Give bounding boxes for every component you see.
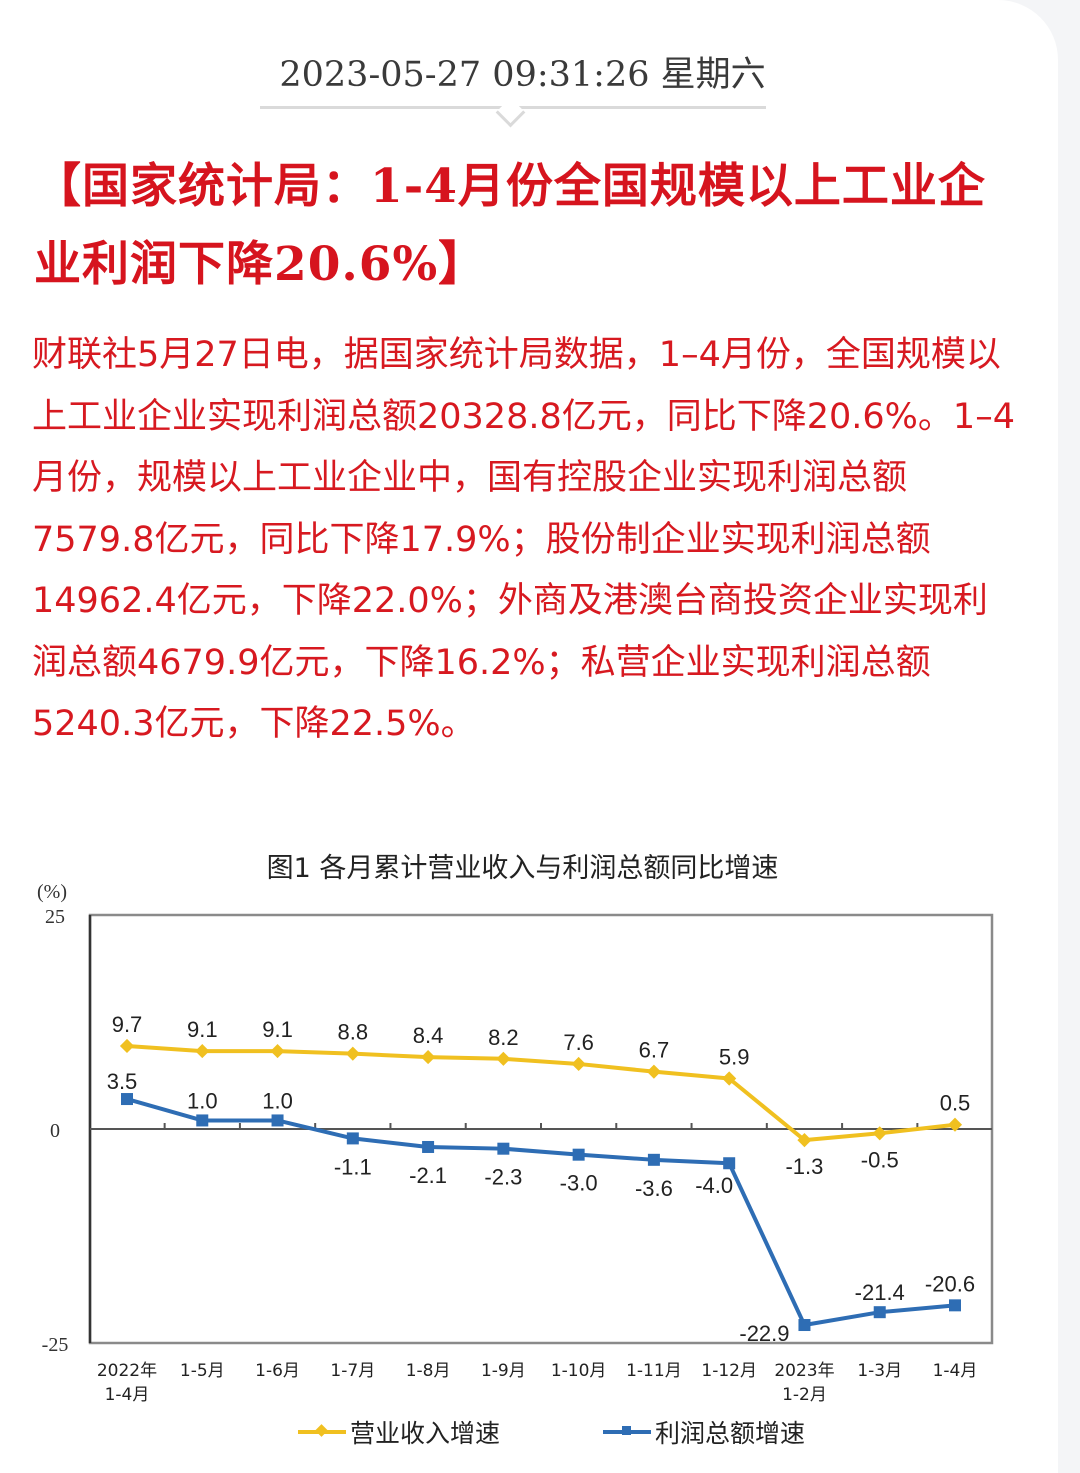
data-label: -4.0 bbox=[695, 1173, 733, 1198]
data-point-square bbox=[196, 1114, 209, 1127]
data-label: -3.0 bbox=[560, 1171, 598, 1196]
legend-blue-line-icon bbox=[603, 1426, 651, 1435]
y-tick-label: -25 bbox=[42, 1334, 69, 1356]
data-label: 9.1 bbox=[262, 1017, 293, 1042]
data-point-diamond bbox=[345, 1046, 360, 1061]
y-unit-label: (%) bbox=[37, 881, 67, 903]
x-tick-label: 1-7月 bbox=[330, 1361, 375, 1381]
data-label: 3.5 bbox=[107, 1069, 138, 1094]
data-point-square bbox=[121, 1093, 133, 1106]
data-point-diamond bbox=[270, 1044, 285, 1059]
data-point-diamond bbox=[496, 1051, 511, 1066]
x-tick-label: 1-5月 bbox=[180, 1361, 225, 1381]
data-label: -22.9 bbox=[739, 1321, 789, 1346]
revenue-growth-line bbox=[126, 1043, 956, 1143]
data-label: 9.7 bbox=[112, 1012, 143, 1037]
article-headline: 【国家统计局：1-4月份全国规模以上工业企业利润下降20.6%】 bbox=[34, 159, 986, 292]
data-point-square bbox=[798, 1319, 811, 1332]
legend-item-profit: 利润总额增速 bbox=[603, 1414, 805, 1450]
data-label: 8.8 bbox=[338, 1020, 369, 1045]
x-tick-label: 2023年 bbox=[774, 1361, 834, 1381]
data-point-square bbox=[422, 1140, 435, 1153]
publish-datetime: 2023-05-27 09:31:26 星期六 bbox=[279, 55, 766, 95]
data-point-square bbox=[723, 1157, 736, 1170]
data-point-diamond bbox=[722, 1071, 737, 1086]
data-label: 1.0 bbox=[187, 1088, 218, 1113]
x-tick-label: 2022年 bbox=[97, 1361, 157, 1381]
x-tick-label: 1-3月 bbox=[857, 1361, 902, 1381]
x-tick-label: 1-6月 bbox=[255, 1361, 300, 1381]
y-tick-label: 0 bbox=[50, 1120, 60, 1142]
data-point-diamond bbox=[119, 1038, 135, 1054]
data-point-diamond bbox=[195, 1044, 210, 1059]
data-label: -3.6 bbox=[635, 1176, 673, 1201]
x-tick-label: 1-4月 bbox=[933, 1361, 978, 1381]
article-body: 财联社5月27日电，据国家统计局数据，1–4月份，全国规模以上工业企业实现利润总… bbox=[32, 335, 1015, 744]
data-point-diamond bbox=[571, 1056, 586, 1072]
data-label: -1.3 bbox=[785, 1154, 823, 1179]
chart-legend: 营业收入增速 利润总额增速 bbox=[0, 1414, 1058, 1454]
data-label: 8.2 bbox=[488, 1025, 519, 1050]
data-label: -2.3 bbox=[484, 1165, 522, 1190]
data-point-diamond bbox=[947, 1117, 963, 1132]
legend-label-revenue: 营业收入增速 bbox=[350, 1419, 501, 1448]
data-point-diamond bbox=[421, 1050, 436, 1065]
data-label: -20.6 bbox=[925, 1271, 975, 1296]
legend-label-profit: 利润总额增速 bbox=[655, 1419, 806, 1448]
legend-item-revenue: 营业收入增速 bbox=[298, 1414, 500, 1450]
data-label: -0.5 bbox=[861, 1147, 899, 1172]
data-label: -21.4 bbox=[855, 1280, 905, 1305]
legend-yellow-line-icon bbox=[298, 1424, 346, 1437]
x-tick-label: 1-9月 bbox=[481, 1361, 526, 1381]
x-tick-label: 1-12月 bbox=[701, 1361, 757, 1381]
line-chart: (%) 25 0 -25 2022年 1-4月 1-5月 1-6月 1-7月 1-8月 1-9月 1-… bbox=[37, 881, 994, 1405]
data-label: 9.1 bbox=[187, 1017, 218, 1042]
x-tick-label: 1-8月 bbox=[406, 1361, 451, 1381]
y-tick-label: 25 bbox=[45, 906, 65, 928]
data-label: 8.4 bbox=[413, 1023, 444, 1048]
data-label: -2.1 bbox=[409, 1163, 447, 1188]
x-tick-label: 1-4月 bbox=[105, 1385, 150, 1405]
chart-title: 图1 各月累计营业收入与利润总额同比增速 bbox=[266, 853, 779, 884]
data-label: 0.5 bbox=[940, 1091, 971, 1116]
data-point-square bbox=[497, 1142, 510, 1155]
x-tick-label: 1-10月 bbox=[551, 1361, 607, 1381]
data-point-square bbox=[346, 1132, 359, 1145]
data-point-square bbox=[873, 1306, 886, 1319]
profit-growth-line bbox=[126, 1097, 956, 1328]
data-point-square bbox=[949, 1299, 961, 1312]
data-label: -1.1 bbox=[334, 1154, 372, 1179]
data-point-square bbox=[572, 1148, 585, 1161]
x-tick-label: 1-2月 bbox=[782, 1385, 827, 1405]
data-point-square bbox=[271, 1114, 284, 1127]
data-label: 1.0 bbox=[262, 1088, 293, 1113]
article-card: 2023-05-27 09:31:26 星期六 【国家统计局：1-4月份全国规模… bbox=[0, 0, 1058, 1473]
data-point-square bbox=[647, 1153, 660, 1166]
data-point-diamond bbox=[646, 1064, 661, 1079]
x-tick-label: 1-11月 bbox=[626, 1361, 682, 1381]
data-label: 6.7 bbox=[639, 1038, 670, 1063]
divider-notch-icon bbox=[495, 97, 526, 128]
data-point-diamond bbox=[872, 1126, 887, 1141]
data-label: 7.6 bbox=[563, 1030, 594, 1055]
data-label: 5.9 bbox=[719, 1044, 750, 1069]
